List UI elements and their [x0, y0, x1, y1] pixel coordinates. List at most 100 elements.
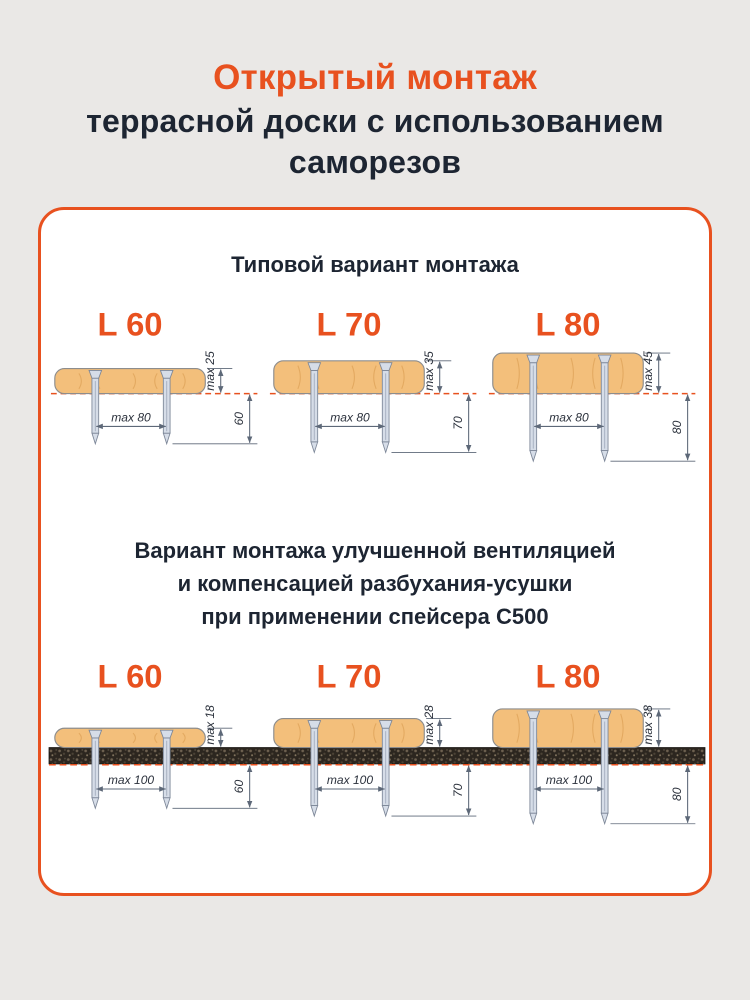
title-accent-line: Открытый монтаж [213, 58, 537, 97]
heading-line: и компенсацией разбухания-усушки [177, 571, 573, 597]
screw [526, 710, 541, 826]
wood-grain [78, 372, 82, 389]
screw-tip [381, 805, 390, 818]
figure-label: L 60 [98, 305, 163, 342]
heading-line: Типовой вариант монтажа [231, 251, 519, 277]
screw [88, 369, 103, 445]
wood-grain [351, 723, 355, 744]
deck-board-body [273, 718, 425, 749]
dimension-label: 70 [451, 416, 465, 430]
deck-board [492, 708, 644, 749]
deck-board-body [54, 367, 206, 394]
screw-tip [600, 449, 609, 463]
dimension-label: max 35 [422, 351, 436, 391]
screw-tip [162, 797, 171, 811]
wood-grain [132, 372, 136, 389]
deck-board [54, 367, 206, 394]
figure-l60: L 60 max 18 max 100 60 [54, 658, 258, 811]
wood-grain [516, 713, 520, 744]
screw [526, 354, 541, 463]
dimension-label: 60 [232, 780, 246, 794]
dimension-label: max 100 [327, 774, 374, 788]
screw-head [526, 354, 541, 363]
heading-line: Вариант монтажа улучшенной вентиляцией [134, 538, 616, 564]
wood-grain [401, 723, 405, 744]
diagram-typical-mounting: L 60 max 25 max 80 60 L 70 max 35 max 80 70 L 80… [50, 305, 696, 463]
screw [159, 369, 174, 445]
wood-grain [620, 713, 624, 744]
screw-tip [310, 805, 319, 818]
page-title: Открытый монтаж террасной доски с исполь… [0, 56, 750, 183]
screw [307, 362, 322, 454]
dimension-label: 80 [670, 788, 684, 802]
dimension-label: 70 [451, 784, 465, 798]
deck-board [492, 352, 644, 394]
section-typical-heading: Типовой вариант монтажа [49, 248, 701, 281]
figure-label: L 60 [98, 658, 163, 695]
screw-tip [162, 432, 171, 445]
wood-grain [182, 733, 186, 744]
figure-label: L 80 [535, 658, 600, 695]
screw [597, 710, 612, 826]
deck-board [273, 359, 425, 394]
wood-grain [297, 365, 301, 389]
screw-tip [529, 449, 538, 463]
wood-grain [592, 713, 596, 744]
wood-grain [401, 365, 405, 389]
section-typical-mounting: Типовой вариант монтажа L 60 max 25 max 80… [49, 248, 701, 475]
wood-grain [620, 357, 624, 389]
figure-label: L 70 [317, 305, 382, 342]
wood-grain [297, 723, 301, 744]
wood-grain [570, 357, 574, 389]
deck-board [54, 728, 206, 749]
figure-label: L 70 [317, 658, 382, 695]
screw-head [378, 362, 393, 371]
screw-tip [381, 441, 390, 454]
screw [307, 720, 322, 818]
heading-line: при применении спейсера С500 [201, 604, 549, 630]
wood-grain [351, 365, 355, 389]
screw [378, 720, 393, 818]
title-line-2: террасной доски с использованием [86, 102, 664, 139]
wood-grain [570, 713, 574, 744]
figure-label: L 80 [535, 305, 600, 342]
dimension-label: 60 [232, 411, 246, 425]
figures-typical: L 60 max 25 max 80 60 L 70 max 35 max 80 70 L 80… [50, 305, 696, 463]
figure-l60: L 60 max 25 max 80 60 [50, 305, 258, 445]
screw-head [307, 720, 322, 730]
screw [88, 730, 103, 811]
wood-grain [592, 357, 596, 389]
screw-head [88, 730, 103, 739]
wood-grain [182, 372, 186, 389]
dimension-label: max 100 [108, 774, 155, 788]
page-header: Открытый монтаж террасной доски с исполь… [0, 0, 750, 183]
screw [159, 730, 174, 811]
wood-grain [373, 365, 377, 389]
deck-board [273, 718, 425, 749]
dimension-label: max 28 [422, 705, 436, 745]
wood-grain [78, 733, 82, 744]
dimension-label: max 80 [549, 410, 589, 424]
dimension-label: max 45 [641, 351, 655, 391]
screw-head [88, 369, 103, 379]
figure-l70: L 70 max 28 max 100 70 [273, 658, 477, 818]
dimension-label: max 25 [203, 351, 217, 391]
dimension-label: max 38 [641, 705, 655, 745]
figure-l80: L 80 max 38 max 100 80 [492, 658, 696, 826]
screw [378, 362, 393, 454]
screw-tip [91, 432, 100, 445]
title-line-3: саморезов [288, 143, 462, 180]
screw-tip [91, 797, 100, 811]
screw-head [597, 354, 612, 363]
screw [597, 354, 612, 463]
screw-head [526, 710, 541, 720]
screw-tip [600, 813, 609, 826]
screw-head [597, 710, 612, 720]
wood-grain [154, 372, 158, 389]
content-panel: Типовой вариант монтажа L 60 max 25 max 80… [38, 206, 712, 896]
section-spacer-mounting: Вариант монтажа улучшенной вентиляцией и… [48, 534, 706, 838]
section-spacer-heading: Вариант монтажа улучшенной вентиляцией и… [49, 534, 701, 633]
